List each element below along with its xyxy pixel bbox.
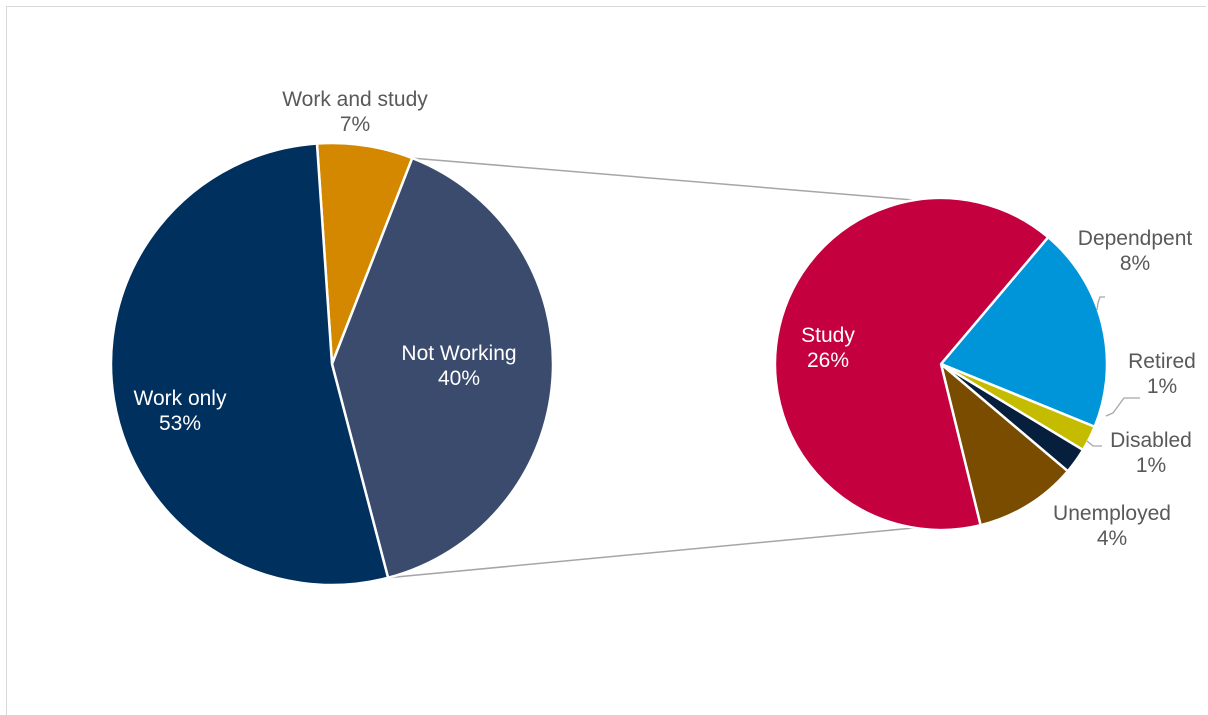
secondary-label-unemployed: Unemployed 4% — [1053, 502, 1171, 550]
secondary-leader-dependpent — [1096, 296, 1105, 311]
secondary-slice-study — [773, 196, 1050, 532]
secondary-label-study: Study 26% — [801, 324, 855, 372]
primary-slice-work-only — [109, 142, 390, 587]
chart-frame — [6, 6, 1206, 715]
secondary-label-disabled: Disabled 1% — [1110, 429, 1192, 477]
primary-label-not-working: Not Working 40% — [401, 342, 516, 390]
connector-line-bottom — [388, 527, 915, 579]
secondary-leader-disabled — [1086, 440, 1102, 447]
secondary-leader-retired — [1105, 397, 1140, 417]
secondary-slice-unemployed — [939, 362, 1070, 527]
secondary-label-dependpent: Dependpent 8% — [1078, 227, 1193, 275]
secondary-slice-dependpent — [939, 235, 1109, 428]
primary-label-work-and-study: Work and study 7% — [282, 88, 428, 136]
primary-label-work-only: Work only 53% — [134, 387, 227, 435]
secondary-label-retired: Retired 1% — [1128, 350, 1196, 398]
connector-line-top — [412, 157, 915, 201]
primary-slice-not-working — [330, 156, 555, 580]
